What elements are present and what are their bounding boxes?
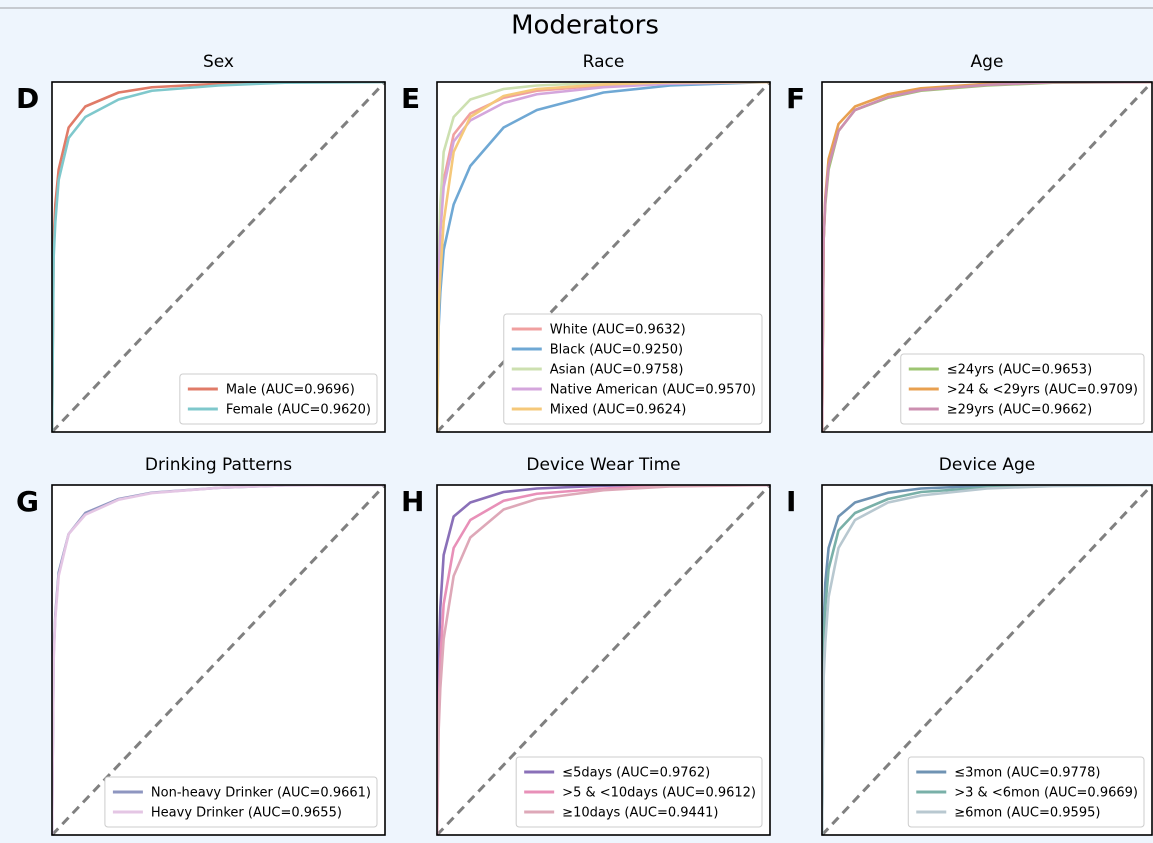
axes-frame (436, 484, 771, 836)
axes-frame (436, 81, 771, 433)
legend-label: Asian (AUC=0.9758) (550, 363, 684, 378)
panel-title: Age (971, 52, 1004, 72)
legend-label: ≤5days (AUC=0.9762) (562, 766, 710, 781)
axes-frame (821, 484, 1153, 836)
legend-label: White (AUC=0.9632) (550, 323, 686, 338)
panel-label: I (786, 485, 796, 518)
chance-diagonal (435, 483, 772, 837)
panel-label: D (16, 82, 39, 115)
chance-diagonal (820, 80, 1153, 434)
legend-label: Native American (AUC=0.9570) (550, 383, 756, 398)
panel-label: E (401, 82, 420, 115)
legend-label: Male (AUC=0.9696) (226, 383, 355, 398)
chance-diagonal (50, 80, 387, 434)
legend-box (900, 353, 1145, 425)
legend-box (104, 776, 378, 828)
legend-box (907, 756, 1145, 828)
panel-title: Race (583, 52, 625, 72)
panel-title: Sex (203, 52, 234, 72)
legend-label: ≤24yrs (AUC=0.9653) (947, 363, 1092, 378)
roc-curve (437, 485, 770, 835)
axes-frame (51, 81, 386, 433)
roc-curve (822, 82, 1152, 432)
figure-title: Moderators (511, 11, 659, 41)
panel-label: G (16, 485, 39, 518)
legend-label: Black (AUC=0.9250) (550, 343, 683, 358)
legend-label: ≥6mon (AUC=0.9595) (954, 806, 1100, 821)
legend-label: ≥29yrs (AUC=0.9662) (947, 403, 1092, 418)
legend: Non-heavy Drinker (AUC=0.9661) Heavy Drin… (104, 776, 378, 828)
legend-label: ≤3mon (AUC=0.9778) (954, 766, 1100, 781)
roc-curve (437, 82, 770, 432)
legend-label: Heavy Drinker (AUC=0.9655) (151, 806, 342, 821)
panel-label: H (401, 485, 424, 518)
panel-title: Device Age (939, 455, 1035, 475)
legend-label: Female (AUC=0.9620) (226, 403, 371, 418)
panel-title: Device Wear Time (526, 455, 680, 475)
axes-frame (51, 484, 386, 836)
roc-curve (52, 485, 385, 835)
legend-label: Mixed (AUC=0.9624) (550, 403, 687, 418)
panel-label: F (786, 82, 805, 115)
chance-diagonal (435, 80, 772, 434)
legend-box (179, 373, 378, 425)
legend: ≤3mon (AUC=0.9778) >3 & <6mon (AUC=0.9669… (907, 756, 1145, 828)
legend: ≤24yrs (AUC=0.9653) >24 & <29yrs (AUC=0.9… (900, 353, 1145, 425)
chance-diagonal (820, 483, 1153, 837)
roc-curve (437, 82, 770, 432)
panel-title: Drinking Patterns (145, 455, 292, 475)
legend-label: >5 & <10days (AUC=0.9612) (562, 786, 756, 801)
legend: Male (AUC=0.9696) Female (AUC=0.9620) (179, 373, 378, 425)
roc-curve (822, 485, 1152, 835)
legend: ≤5days (AUC=0.9762) >5 & <10days (AUC=0.9… (515, 756, 763, 828)
legend-label: ≥10days (AUC=0.9441) (562, 806, 718, 821)
roc-curve (52, 82, 385, 432)
legend-label: >3 & <6mon (AUC=0.9669) (954, 786, 1138, 801)
legend: White (AUC=0.9632) Black (AUC=0.9250) Asia… (503, 313, 763, 425)
legend-label: >24 & <29yrs (AUC=0.9709) (947, 383, 1138, 398)
legend-label: Non-heavy Drinker (AUC=0.9661) (151, 786, 371, 801)
legend-box (515, 756, 763, 828)
legend-box (503, 313, 763, 425)
axes-frame (821, 81, 1153, 433)
